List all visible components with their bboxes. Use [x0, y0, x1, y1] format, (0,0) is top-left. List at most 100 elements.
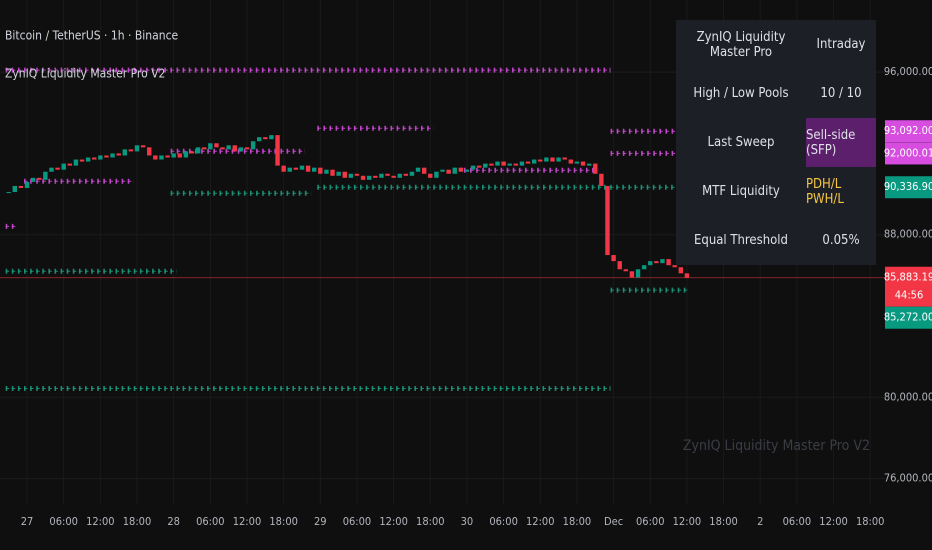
- candle: [574, 161, 580, 164]
- candle: [476, 165, 482, 168]
- candle: [342, 171, 347, 178]
- candle: [312, 167, 317, 172]
- candle: [49, 167, 54, 172]
- candle: [269, 135, 274, 140]
- candle: [629, 271, 635, 278]
- table-row: Last Sweep Sell-side (SFP): [676, 118, 876, 167]
- table-row: High / Low Pools 10 / 10: [676, 69, 876, 118]
- candle: [434, 171, 439, 178]
- indicator-name: ZynIQ Liquidity Master Pro V2: [5, 67, 165, 81]
- candle: [92, 157, 97, 160]
- candle: [122, 149, 127, 156]
- candle: [428, 173, 433, 178]
- candle: [501, 161, 506, 166]
- candle: [373, 175, 378, 178]
- candle: [385, 173, 390, 176]
- candle: [379, 173, 384, 178]
- candle: [403, 173, 409, 176]
- candle: [55, 167, 60, 170]
- x-tick-label: 28: [167, 515, 180, 528]
- candle: [6, 192, 11, 194]
- x-tick-label: Dec: [604, 515, 623, 528]
- x-tick-label: 06:00: [343, 515, 372, 528]
- candle: [226, 145, 231, 150]
- candle: [593, 163, 598, 174]
- candle: [189, 151, 195, 154]
- candle: [538, 159, 543, 162]
- candle: [73, 159, 79, 166]
- candle: [67, 163, 72, 166]
- candle: [409, 171, 415, 176]
- x-tick-label: 18:00: [416, 515, 445, 528]
- candle: [623, 269, 629, 272]
- price-label: 85,272.00: [884, 311, 932, 324]
- x-tick-label: 27: [21, 515, 34, 528]
- candle: [43, 171, 48, 180]
- x-tick-label: 12:00: [379, 515, 408, 528]
- x-tick-label: 18:00: [856, 515, 885, 528]
- x-tick-label: 29: [314, 515, 327, 528]
- table-cell: MTF Liquidity: [702, 184, 780, 199]
- candle: [421, 167, 427, 174]
- candle: [495, 161, 500, 166]
- x-tick-label: 06:00: [489, 515, 518, 528]
- candle: [446, 169, 451, 174]
- candle: [684, 273, 690, 278]
- candle: [544, 157, 549, 162]
- price-label-bg: [885, 120, 932, 143]
- candle: [24, 181, 30, 188]
- candle: [37, 177, 42, 180]
- price-label-bg: [885, 142, 932, 165]
- candle: [550, 157, 555, 162]
- x-tick-label: 2: [757, 515, 763, 528]
- candle: [348, 173, 354, 178]
- candle: [171, 153, 176, 158]
- candle: [287, 167, 292, 172]
- candle: [599, 173, 604, 186]
- candle: [611, 255, 616, 262]
- y-tick-label: 76,000.00: [884, 472, 932, 485]
- candle: [153, 155, 158, 160]
- candle: [220, 147, 225, 150]
- y-tick-label: 96,000.00: [884, 65, 932, 78]
- candle: [513, 163, 519, 166]
- table-cell: PDH/L PWH/L: [806, 176, 844, 207]
- candle: [238, 147, 244, 152]
- x-tick-label: 18:00: [123, 515, 152, 528]
- candle: [140, 145, 146, 148]
- table-cell: 0.05%: [822, 233, 860, 248]
- candle: [458, 167, 464, 172]
- candle: [318, 167, 323, 174]
- candle: [202, 147, 207, 150]
- candle: [519, 161, 525, 166]
- candle: [525, 161, 531, 164]
- table-row: ZynIQ Liquidity Master Pro Intraday: [676, 20, 876, 69]
- candle: [660, 259, 665, 264]
- y-tick-label: 80,000.00: [884, 390, 932, 403]
- candle: [195, 147, 201, 154]
- candle: [641, 265, 647, 270]
- table-cell: 10 / 10: [820, 86, 862, 101]
- candle: [586, 163, 592, 166]
- candle: [580, 161, 586, 166]
- candle: [678, 267, 683, 274]
- candle: [275, 135, 280, 166]
- table-row: MTF Liquidity PDH/L PWH/L: [676, 167, 876, 216]
- watermark: ZynIQ Liquidity Master Pro V2: [683, 438, 870, 454]
- x-tick-label: 12:00: [673, 515, 702, 528]
- candle: [483, 163, 488, 168]
- y-tick-label: 88,000.00: [884, 228, 932, 241]
- candle: [98, 155, 103, 160]
- candle: [489, 163, 494, 166]
- candle: [336, 171, 341, 176]
- x-tick-label: 06:00: [636, 515, 665, 528]
- candle: [165, 155, 170, 158]
- candle: [134, 145, 140, 152]
- candle: [208, 143, 213, 150]
- countdown: 44:56: [895, 289, 924, 302]
- x-tick-label: 18:00: [269, 515, 298, 528]
- candle: [648, 261, 653, 266]
